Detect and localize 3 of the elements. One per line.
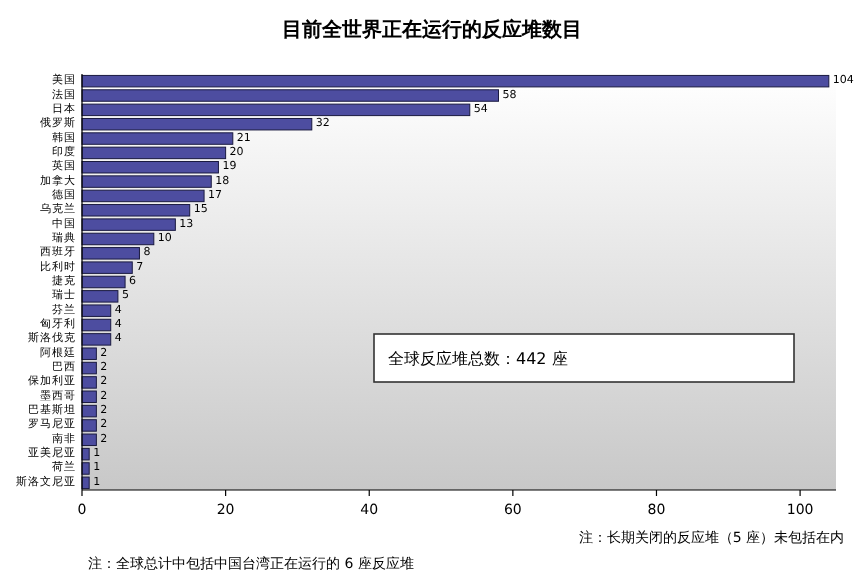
- chart-title: 目前全世界正在运行的反应堆数目: [282, 18, 582, 42]
- text-box: 全球反应堆总数：442 座: [373, 333, 795, 383]
- annotation: 全球反应堆总数：442 座: [388, 350, 568, 368]
